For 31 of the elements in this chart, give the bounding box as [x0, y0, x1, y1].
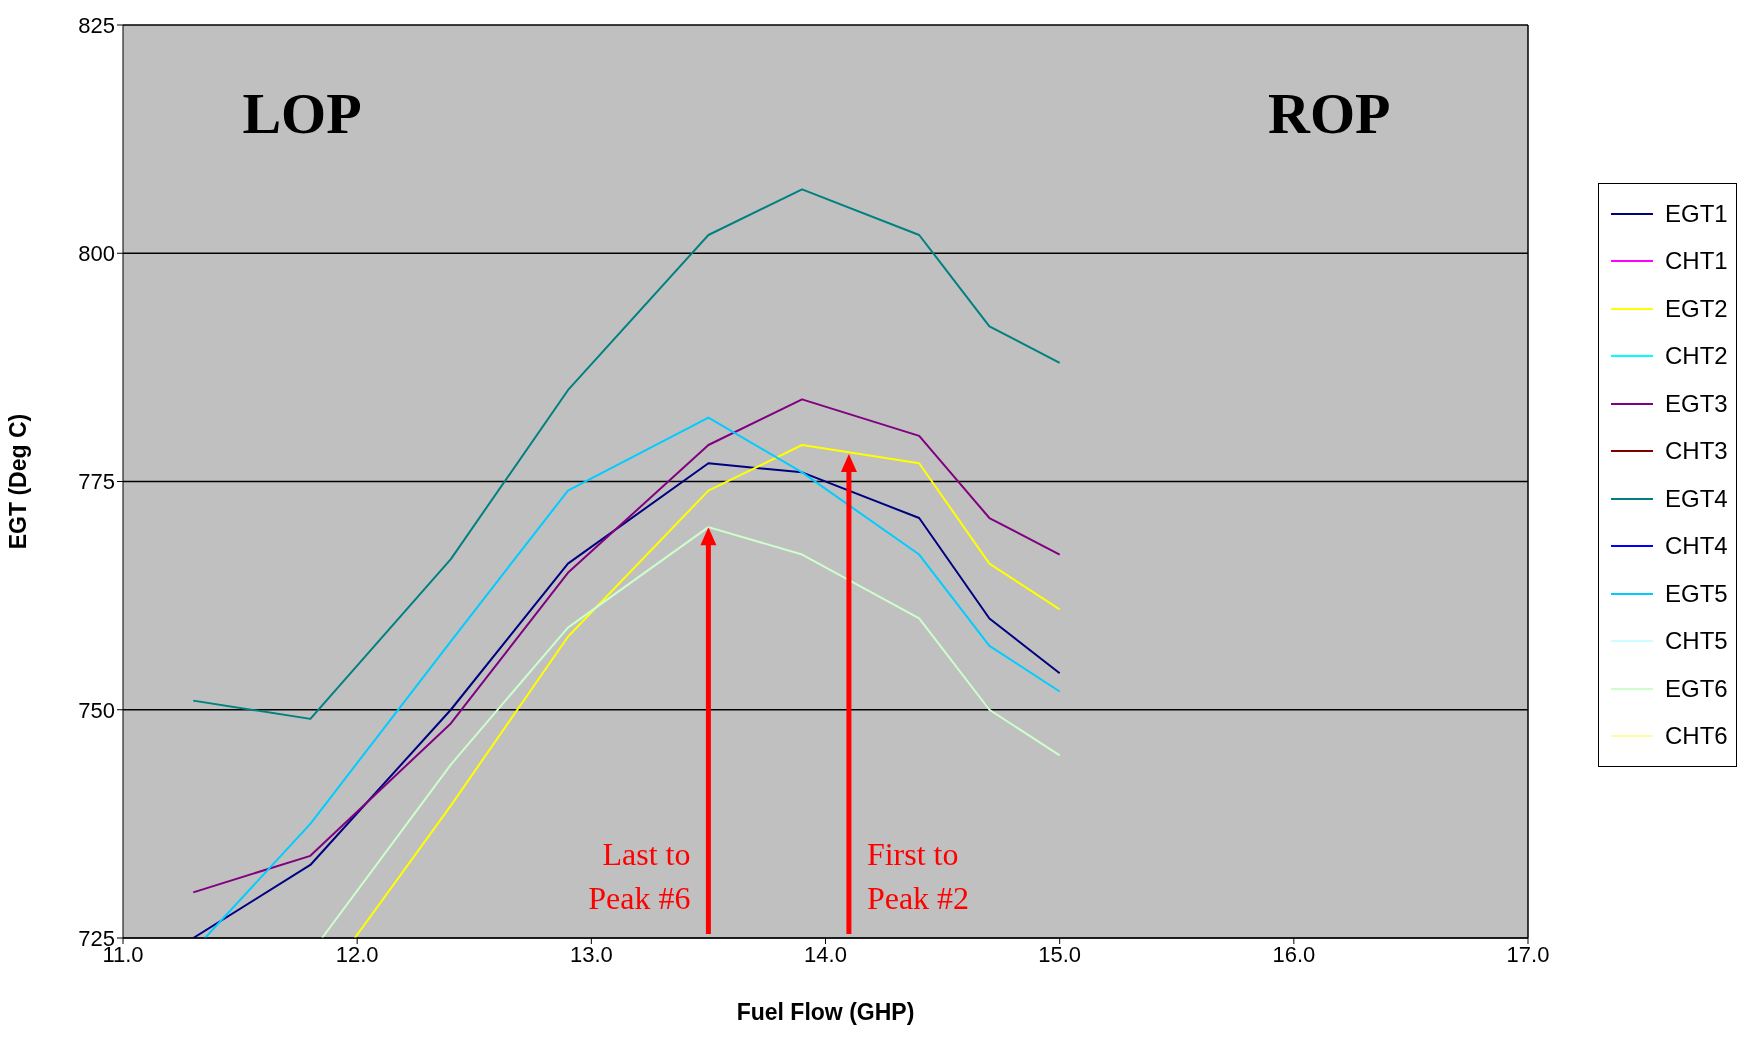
y-tick-label: 750: [78, 697, 115, 723]
legend-label: EGT4: [1665, 484, 1728, 513]
y-tick-label: 800: [78, 241, 115, 267]
legend-label: EGT5: [1665, 579, 1728, 608]
y-axis-title: EGT (Deg C): [5, 413, 32, 550]
legend-label: EGT3: [1665, 389, 1728, 418]
legend-label: CHT2: [1665, 342, 1728, 371]
line-series: [353, 443, 1061, 938]
legend-label: CHT4: [1665, 532, 1728, 561]
annotation: ROP: [1268, 80, 1391, 147]
x-tick-label: 17.0: [1506, 941, 1550, 967]
annotation: First to Peak #2: [866, 835, 971, 918]
line-series: [321, 526, 1061, 938]
legend-label: EGT1: [1665, 199, 1728, 228]
legend-label: CHT6: [1665, 722, 1728, 751]
x-tick-label: 15.0: [1038, 941, 1082, 967]
x-axis-title: Fuel Flow (GHP): [736, 999, 915, 1025]
y-tick-label: 825: [78, 12, 115, 38]
legend-label: CHT1: [1665, 247, 1728, 276]
x-tick-label: 12.0: [335, 941, 379, 967]
legend-label: CHT3: [1665, 437, 1728, 466]
legend-label: CHT5: [1665, 627, 1728, 656]
legend-label: EGT6: [1665, 674, 1728, 703]
x-tick-label: 14.0: [804, 941, 847, 967]
y-tick-label: 775: [78, 469, 115, 495]
annotation: Last to Peak #6: [587, 835, 691, 918]
legend-label: EGT2: [1665, 294, 1728, 323]
x-tick-label: 16.0: [1272, 941, 1316, 967]
x-tick-label: 13.0: [569, 941, 613, 967]
annotation: LOP: [242, 80, 362, 147]
line-series: [192, 188, 1061, 720]
